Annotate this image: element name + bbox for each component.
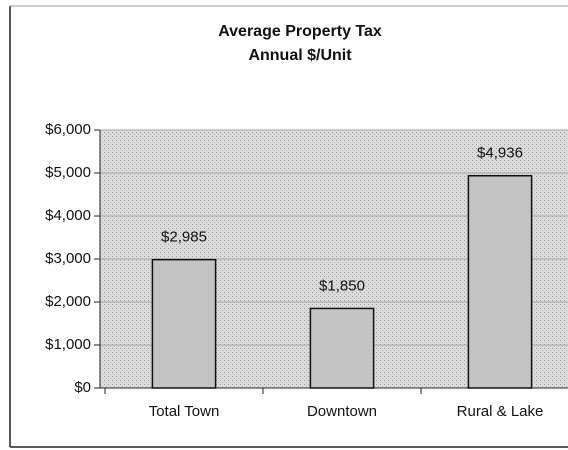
bar [151, 258, 217, 389]
bar [467, 175, 533, 389]
y-tick-label: $3,000 [45, 250, 91, 267]
data-label: $4,936 [477, 145, 523, 162]
chart-subtitle: Annual $/Unit [248, 47, 352, 64]
data-label: $2,985 [161, 229, 207, 246]
x-tick-label: Total Town [149, 403, 220, 420]
y-tick-label: $4,000 [45, 207, 91, 224]
y-tick-label: $0 [74, 379, 91, 396]
y-tick-label: $2,000 [45, 293, 91, 310]
bar [309, 307, 375, 389]
y-tick-label: $5,000 [45, 164, 91, 181]
y-tick-label: $6,000 [45, 121, 91, 138]
x-tick-label: Downtown [307, 403, 377, 420]
x-tick-label: Rural & Lake [457, 403, 544, 420]
data-label: $1,850 [319, 277, 365, 294]
chart-title: Average Property Tax [218, 23, 382, 40]
y-tick-label: $1,000 [45, 336, 91, 353]
